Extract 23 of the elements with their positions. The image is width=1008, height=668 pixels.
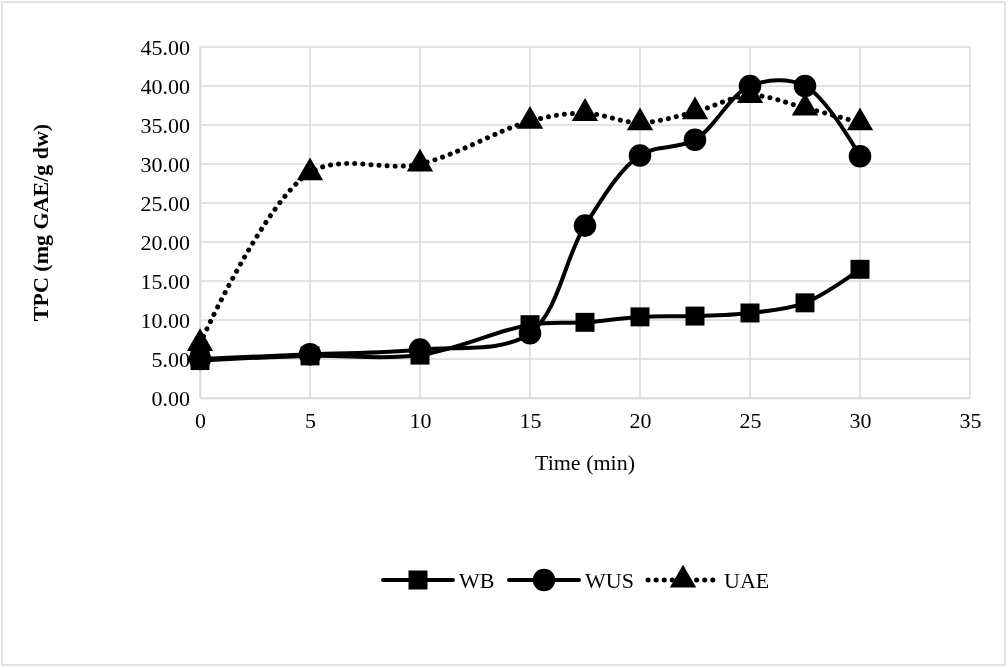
x-tick-label: 10 <box>409 407 432 433</box>
x-tick-label: 35 <box>959 407 982 433</box>
x-axis-title: Time (min) <box>534 450 636 475</box>
y-tick-label: 15.00 <box>140 268 190 294</box>
y-tick-label: 35.00 <box>140 112 190 138</box>
y-tick-label: 40.00 <box>140 73 190 99</box>
x-tick-label: 0 <box>195 407 206 433</box>
x-tick-label: 15 <box>519 407 542 433</box>
y-tick-label: 30.00 <box>140 151 190 177</box>
x-tick-label: 20 <box>629 407 652 433</box>
y-tick-label: 20.00 <box>140 229 190 255</box>
legend-label: WUS <box>585 568 634 593</box>
legend-label: UAE <box>724 568 770 593</box>
x-tick-label: 5 <box>305 407 316 433</box>
x-tick-label: 30 <box>849 407 872 433</box>
x-tick-label: 25 <box>739 407 762 433</box>
y-axis-title: TPC (mg GAE/g dw) <box>28 123 53 322</box>
y-tick-label: 5.00 <box>151 346 190 372</box>
y-tick-label: 45.00 <box>140 34 190 60</box>
y-tick-label: 0.00 <box>151 385 190 411</box>
y-tick-label: 25.00 <box>140 190 190 216</box>
legend-label: WB <box>459 568 495 593</box>
y-tick-label: 10.00 <box>140 307 190 333</box>
